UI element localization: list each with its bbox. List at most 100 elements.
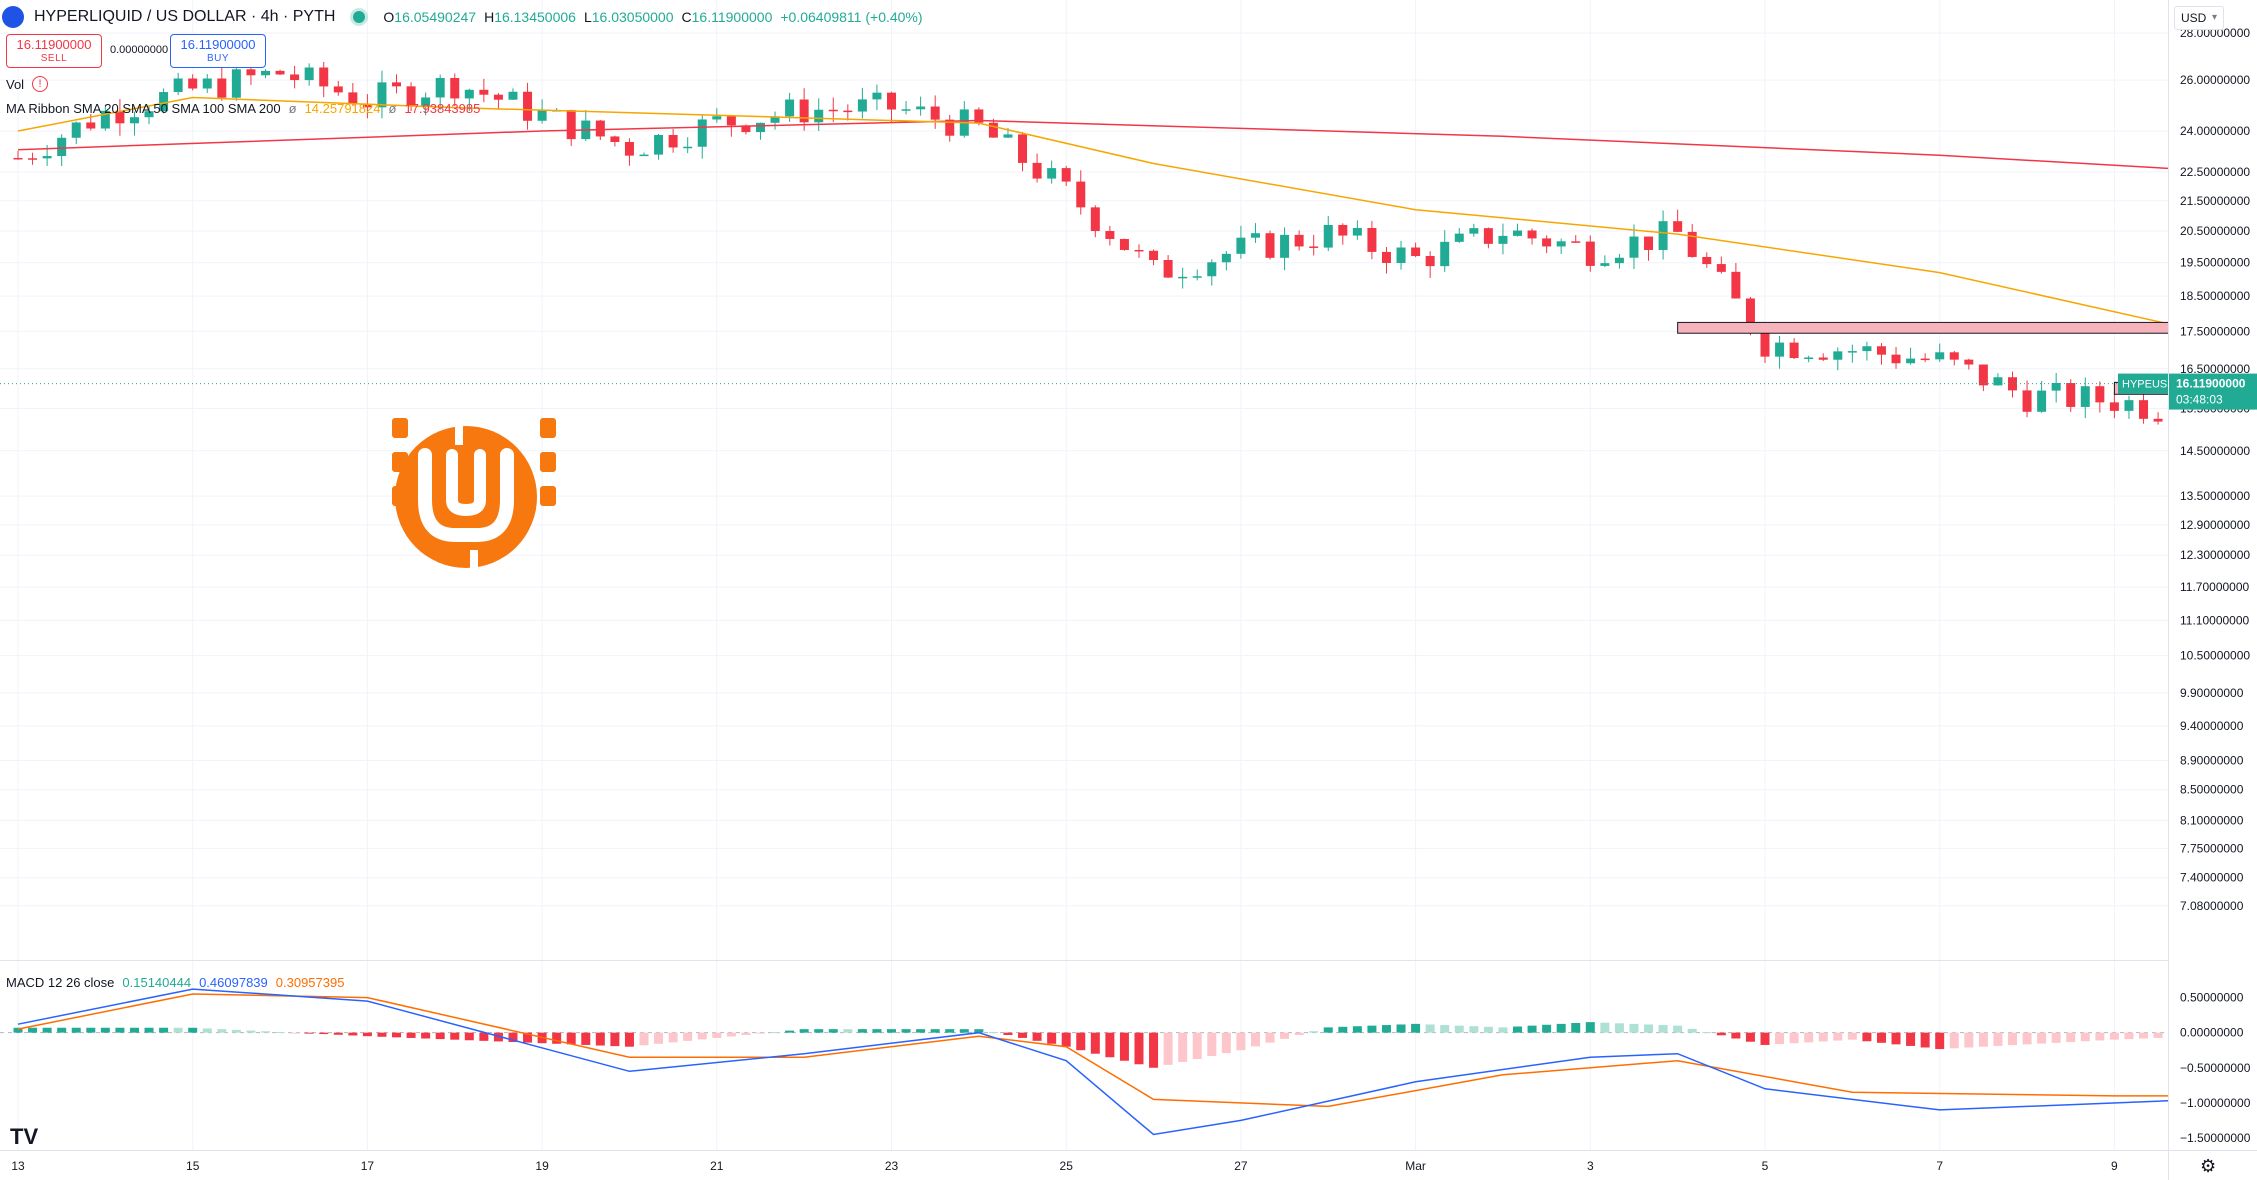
- macd-hist-bar: [1105, 1032, 1115, 1058]
- macd-hist-bar: [1381, 1025, 1391, 1033]
- buy-button[interactable]: 16.11900000 BUY: [170, 34, 266, 68]
- macd-hist-bar: [28, 1027, 38, 1033]
- candle-down: [1032, 162, 1042, 179]
- macd-hist-bar: [1149, 1032, 1159, 1068]
- ma-value-2: 17.93843985: [404, 101, 481, 116]
- candle-down: [1716, 264, 1726, 272]
- spread-value: 0.00000000: [110, 44, 169, 56]
- time-tick-label: 23: [885, 1159, 899, 1173]
- candle-down: [1673, 221, 1683, 232]
- macd-tick-label: 0.00000000: [2180, 1026, 2244, 1040]
- candle-down: [217, 78, 227, 98]
- candle-down: [595, 120, 605, 137]
- gear-icon[interactable]: ⚙: [2200, 1156, 2217, 1176]
- candle-up: [129, 117, 139, 124]
- candle-down: [1527, 230, 1537, 239]
- candle-down: [2066, 383, 2076, 407]
- candle-up: [1658, 221, 1668, 250]
- volume-legend[interactable]: Vol !: [6, 76, 49, 92]
- macd-hist-bar: [333, 1032, 343, 1035]
- candle-up: [1906, 358, 1916, 364]
- candle-up: [1833, 351, 1843, 360]
- candle-down: [1090, 207, 1100, 232]
- macd-hist-bar: [959, 1029, 969, 1033]
- macd-hist-bar: [1221, 1032, 1231, 1054]
- macd-hist-bar: [2066, 1032, 2076, 1043]
- macd-hist-bar: [2139, 1032, 2149, 1039]
- macd-hist-bar: [1978, 1032, 1988, 1047]
- macd-hist-bar: [217, 1029, 227, 1033]
- macd-hist-bar: [1076, 1032, 1086, 1051]
- warning-icon[interactable]: !: [32, 76, 49, 92]
- macd-hist-bar: [828, 1029, 838, 1033]
- macd-hist-bar: [1047, 1032, 1057, 1044]
- macd-hist-bar: [1396, 1024, 1406, 1033]
- macd-hist-bar: [1440, 1025, 1450, 1033]
- price-tick-label: 21.50000000: [2180, 194, 2250, 208]
- ma-ribbon-legend[interactable]: MA Ribbon SMA 20 SMA 50 SMA 100 SMA 200 …: [6, 101, 480, 116]
- macd-line-value: 0.46097839: [199, 975, 268, 990]
- candle-down: [479, 89, 489, 95]
- candle-up: [71, 122, 81, 138]
- macd-tick-label: −1.50000000: [2180, 1131, 2251, 1145]
- macd-hist-bar: [275, 1031, 285, 1033]
- macd-hist-bar: [1207, 1032, 1217, 1057]
- candle-down: [1702, 256, 1712, 265]
- macd-hist-bar: [392, 1032, 402, 1038]
- sell-button[interactable]: 16.11900000 SELL: [6, 34, 102, 68]
- candle-up: [144, 111, 154, 118]
- candle-down: [392, 82, 402, 87]
- macd-hist-bar: [785, 1030, 795, 1033]
- macd-tick-label: 0.50000000: [2180, 991, 2244, 1005]
- macd-hist-bar: [1833, 1032, 1843, 1041]
- macd-legend[interactable]: MACD 12 26 close 0.15140444 0.46097839 0…: [6, 975, 344, 990]
- candle-down: [2153, 418, 2163, 422]
- macd-signal-line: [17, 993, 2257, 1108]
- sma-fast-line: [17, 96, 2257, 347]
- price-tick-label: 18.50000000: [2180, 289, 2250, 303]
- time-tick-label: 19: [535, 1159, 549, 1173]
- macd-hist-bar: [887, 1029, 896, 1033]
- candle-down: [726, 116, 736, 126]
- macd-hist-bar: [1745, 1032, 1755, 1042]
- macd-hist-bar: [1716, 1032, 1726, 1036]
- macd-hist-bar: [668, 1032, 678, 1043]
- macd-hist-bar: [1061, 1032, 1071, 1047]
- currency-dropdown[interactable]: USD: [2174, 6, 2224, 30]
- price-tag-bg: [2169, 373, 2257, 410]
- market-open-dot-icon: [353, 11, 366, 23]
- candle-up: [537, 110, 547, 121]
- candle-up: [814, 109, 824, 123]
- candle-down: [1585, 241, 1595, 266]
- candle-down: [1964, 359, 1974, 365]
- candle-down: [1920, 358, 1930, 361]
- macd-hist-bar: [159, 1027, 169, 1033]
- macd-hist-bar: [304, 1032, 314, 1034]
- macd-hist-bar: [406, 1032, 416, 1038]
- tradingview-logo-icon[interactable]: TV: [10, 1124, 39, 1149]
- price-tick-label: 20.50000000: [2180, 224, 2250, 238]
- price-tick-label: 10.50000000: [2180, 649, 2250, 663]
- symbol-title[interactable]: HYPERLIQUID / US DOLLAR · 4h · PYTH: [34, 8, 336, 25]
- price-tick-label: 9.40000000: [2180, 719, 2244, 733]
- macd-hist-bar: [1163, 1032, 1173, 1065]
- candle-up: [231, 69, 241, 98]
- macd-hist-bar: [770, 1032, 780, 1034]
- candle-down: [1149, 250, 1159, 261]
- price-tick-label: 8.90000000: [2180, 754, 2244, 768]
- macd-signal-value: 0.30957395: [275, 975, 345, 990]
- candle-up: [1178, 276, 1188, 279]
- macd-hist-bar: [493, 1032, 503, 1042]
- macd-hist-bar: [916, 1029, 926, 1033]
- macd-hist-bar: [42, 1027, 52, 1033]
- candle-down: [566, 110, 576, 140]
- macd-hist-bar: [246, 1030, 256, 1033]
- candle-up: [785, 99, 795, 117]
- candle-down: [2022, 390, 2032, 412]
- macd-hist-bar: [1265, 1032, 1275, 1043]
- candle-down: [290, 74, 300, 81]
- candle-down: [523, 91, 533, 121]
- macd-hist-bar: [566, 1032, 576, 1045]
